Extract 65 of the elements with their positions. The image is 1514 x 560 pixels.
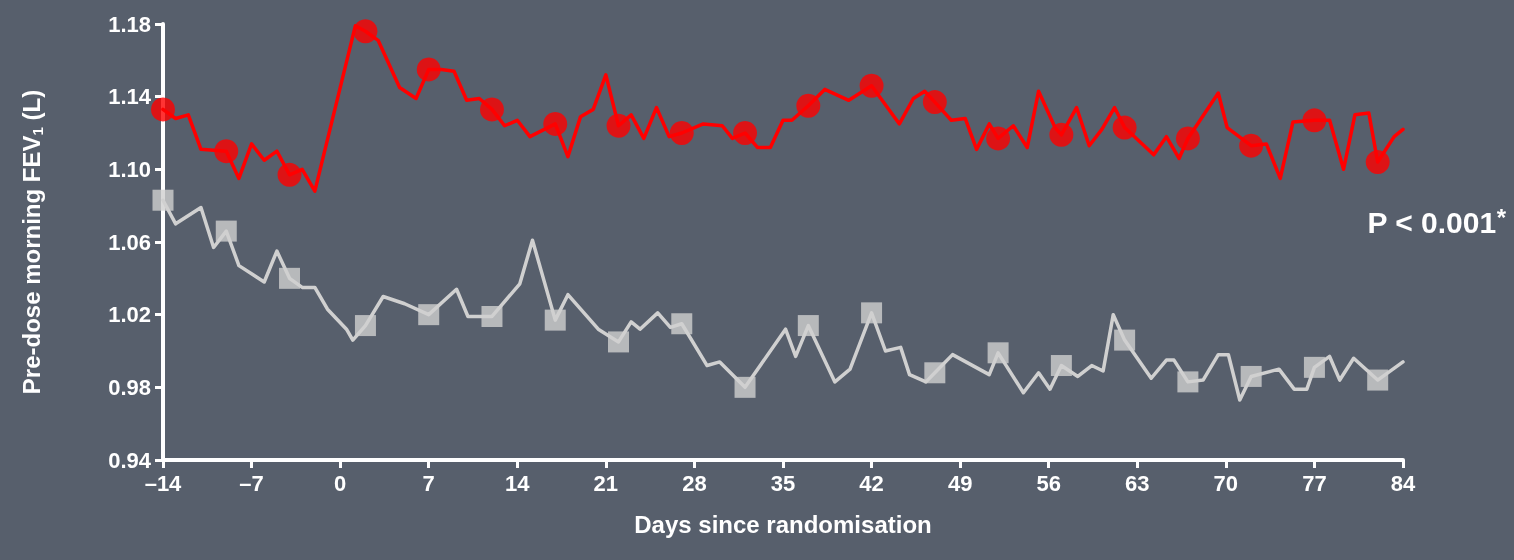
point	[215, 220, 237, 242]
y-axis-title: Pre-dose morning FEV1 (L)	[18, 89, 46, 395]
point	[1049, 122, 1074, 147]
point	[987, 342, 1009, 364]
point	[608, 331, 630, 353]
x-tick-label: 49	[947, 470, 973, 496]
point	[861, 302, 883, 324]
point	[354, 315, 376, 337]
x-tick-label: 14	[505, 470, 531, 496]
point	[1302, 108, 1327, 133]
point	[418, 304, 440, 326]
point	[1177, 371, 1199, 393]
point	[353, 19, 378, 44]
x-tick-label: 7	[422, 470, 435, 496]
point	[481, 305, 503, 327]
y-tick-label: 1.02	[108, 302, 151, 328]
point	[1365, 150, 1390, 175]
point	[922, 90, 947, 115]
x-tick-label: 21	[593, 470, 619, 496]
point	[152, 189, 174, 211]
point	[669, 121, 694, 145]
point	[277, 162, 302, 187]
point	[733, 121, 758, 145]
point	[214, 139, 239, 164]
point	[1239, 133, 1264, 158]
x-tick-label: 84	[1390, 470, 1416, 496]
point	[859, 73, 884, 98]
y-tick-label: 0.94	[108, 447, 152, 473]
y-tick-label: 1.10	[108, 156, 151, 182]
x-tick-label: –14	[144, 470, 183, 496]
point	[671, 313, 693, 335]
point	[416, 57, 441, 82]
point	[606, 113, 631, 138]
point	[279, 267, 301, 289]
y-tick-label: 0.98	[108, 374, 151, 400]
point	[543, 111, 568, 136]
point	[480, 97, 504, 122]
point	[544, 309, 566, 331]
x-axis-title: Days since randomisation	[634, 510, 932, 538]
x-tick-label: 35	[770, 470, 796, 496]
point	[1367, 369, 1389, 391]
x-tick-label: 70	[1213, 470, 1239, 496]
x-tick-label: 42	[859, 470, 884, 496]
point	[986, 126, 1011, 151]
y-tick-label: 1.14	[108, 84, 152, 110]
point	[924, 362, 946, 384]
x-tick-label: 77	[1302, 470, 1327, 496]
point	[797, 315, 819, 337]
point	[1114, 329, 1136, 351]
x-tick-label: 63	[1125, 470, 1150, 496]
point	[796, 93, 821, 118]
y-tick-label: 1.06	[108, 229, 151, 255]
point	[1240, 365, 1262, 387]
point	[1175, 126, 1200, 151]
point	[151, 97, 175, 122]
x-tick-label: –7	[239, 470, 264, 496]
x-tick-label: 56	[1036, 470, 1061, 496]
point	[1112, 115, 1137, 140]
y-tick-label: 1.18	[108, 11, 151, 37]
x-tick-label: 0	[334, 470, 347, 496]
point	[1303, 356, 1325, 378]
point	[1050, 355, 1072, 377]
point	[734, 376, 756, 398]
annotation: P < 0.001*	[1367, 203, 1507, 239]
x-tick-label: 28	[682, 470, 707, 496]
